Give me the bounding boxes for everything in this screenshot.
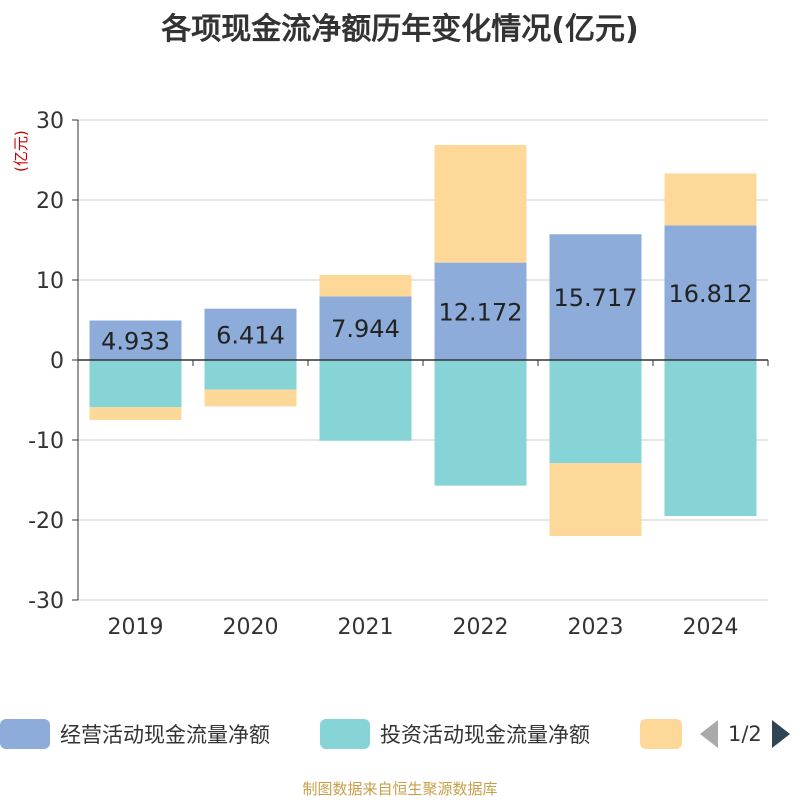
chart-plot: 30 20 10 0 -10 -20 -30 4.933 2019 6.414 2020 7.944 2…	[28, 109, 769, 640]
source-note: 制图数据来自恒生聚源数据库	[302, 780, 498, 798]
legend-label-operating: 经营活动现金流量净额	[60, 723, 270, 747]
x-tick-label: 2024	[683, 615, 739, 640]
bar-investing-2023	[549, 360, 642, 464]
x-tick-label: 2023	[568, 615, 624, 640]
bar-third-2019	[89, 407, 182, 420]
bar-operating-2024	[664, 225, 757, 360]
chart-title: 各项现金流净额历年变化情况(亿元)	[161, 12, 639, 47]
data-label: 4.933	[101, 327, 170, 355]
bar-third-2020	[204, 389, 297, 407]
y-tick-label: -10	[28, 429, 64, 454]
y-tick-label: 10	[36, 269, 64, 294]
legend-swatch-operating	[0, 719, 50, 749]
y-tick-label: 0	[50, 349, 64, 374]
legend-swatch-investing	[320, 719, 370, 749]
data-label: 7.944	[331, 315, 400, 343]
y-tick-label: 20	[36, 189, 64, 214]
x-tick-label: 2022	[453, 615, 509, 640]
legend-prev-page-icon[interactable]	[700, 720, 718, 748]
legend: 经营活动现金流量净额 投资活动现金流量净额 1/2	[0, 716, 800, 756]
y-tick-label: 30	[36, 109, 64, 134]
data-label: 12.172	[439, 298, 523, 326]
bar-third-2022	[434, 145, 527, 263]
bar-third-2024	[664, 173, 757, 226]
y-tick-label: -20	[28, 509, 64, 534]
x-tick-label: 2021	[338, 615, 394, 640]
bar-investing-2022	[434, 360, 527, 486]
bar-operating-2019	[89, 320, 182, 360]
legend-item-investing[interactable]: 投资活动现金流量净额	[320, 716, 590, 752]
bar-third-2021	[319, 274, 412, 297]
data-label: 15.717	[554, 284, 638, 312]
data-label: 16.812	[669, 280, 753, 308]
bar-operating-2020	[204, 308, 297, 360]
legend-pager: 1/2	[700, 716, 790, 752]
legend-swatch-third	[640, 719, 682, 749]
x-tick-label: 2020	[223, 615, 279, 640]
bar-operating-2021	[319, 296, 412, 360]
legend-next-page-icon[interactable]	[771, 720, 790, 748]
bar-operating-2022	[434, 262, 527, 360]
bar-operating-2023	[549, 234, 642, 360]
legend-label-investing: 投资活动现金流量净额	[380, 723, 590, 747]
legend-page-indicator: 1/2	[728, 722, 762, 746]
y-tick-label: -30	[28, 589, 64, 614]
bar-investing-2019	[89, 360, 182, 408]
bar-investing-2024	[664, 360, 757, 516]
x-tick-label: 2019	[108, 615, 164, 640]
legend-item-operating[interactable]: 经营活动现金流量净额	[0, 716, 270, 752]
bar-investing-2020	[204, 360, 297, 390]
bar-third-2023	[549, 463, 642, 536]
legend-item-third[interactable]	[640, 716, 682, 752]
bar-investing-2021	[319, 360, 412, 441]
data-label: 6.414	[216, 321, 285, 349]
